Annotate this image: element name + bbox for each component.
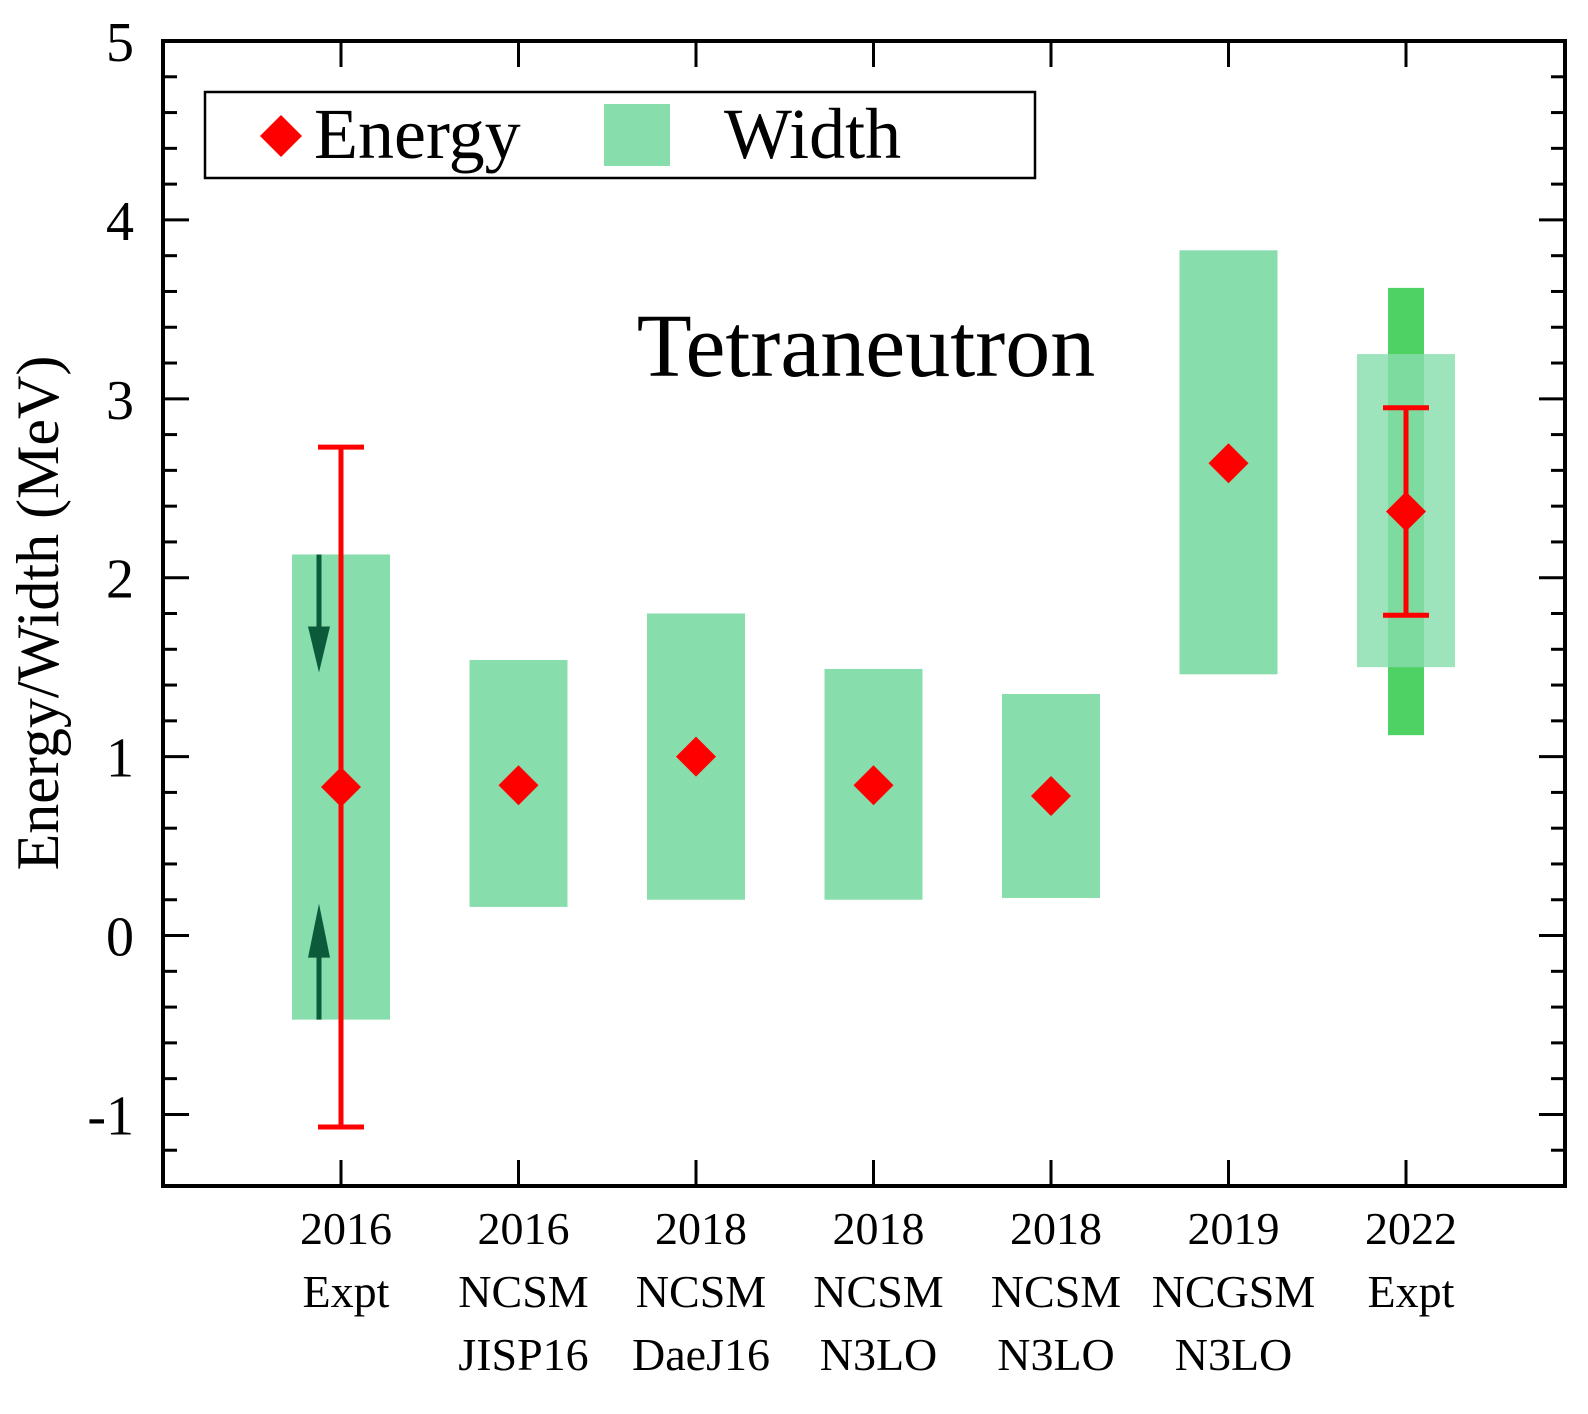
category-labels: 2016 Expt 2016 NCSM JISP16 2018 NCSM DaeJ16 2018…	[300, 1203, 1457, 1380]
category-label-4-line-1: NCSM	[991, 1266, 1121, 1317]
energy-marker-1	[498, 765, 539, 806]
y-tick-label-4: 3	[106, 370, 134, 432]
category-label-1-line-1: NCSM	[458, 1266, 588, 1317]
category-label-6-line-0: 2022	[1365, 1203, 1457, 1254]
category-label-1-line-0: 2016	[478, 1203, 570, 1254]
category-label-0-line-0: 2016	[300, 1203, 392, 1254]
y-axis-label: Energy/Width (MeV)	[5, 356, 71, 871]
chart-title: Tetraneutron	[637, 297, 1095, 396]
energy-marker-5	[1208, 443, 1249, 484]
category-label-6-line-1: Expt	[1368, 1266, 1455, 1317]
category-label-5-line-1: NCGSM	[1152, 1266, 1316, 1317]
y-tick-label-1: 0	[106, 907, 134, 969]
limit-arrows	[308, 554, 330, 1020]
category-label-2-line-1: NCSM	[636, 1266, 766, 1317]
y-tick-label-2: 1	[106, 728, 134, 790]
category-label-3-line-0: 2018	[833, 1203, 925, 1254]
category-label-4-line-0: 2018	[1010, 1203, 1102, 1254]
legend-width-label: Width	[724, 94, 901, 174]
category-label-5-line-2: N3LO	[1175, 1329, 1293, 1380]
category-label-3-line-1: NCSM	[813, 1266, 943, 1317]
legend-energy-marker	[260, 115, 302, 157]
y-tick-label-0: -1	[87, 1085, 134, 1147]
energy-marker-2	[676, 736, 716, 777]
energy-markers	[321, 443, 1426, 816]
y-tick-label-5: 4	[106, 191, 134, 253]
energy-marker-3	[853, 765, 894, 806]
energy-marker-6	[1386, 491, 1426, 532]
category-label-4-line-2: N3LO	[997, 1329, 1115, 1380]
y-tick-label-6: 5	[106, 12, 134, 74]
category-label-3-line-2: N3LO	[820, 1329, 938, 1380]
category-label-5-line-0: 2019	[1188, 1203, 1280, 1254]
energy-marker-4	[1031, 775, 1071, 816]
legend-width-swatch	[604, 104, 670, 166]
category-label-0-line-1: Expt	[303, 1266, 390, 1317]
limit-arrow-up-head	[308, 903, 330, 958]
category-label-2-line-2: DaeJ16	[632, 1329, 770, 1380]
y-tick-label-3: 2	[106, 549, 134, 611]
category-label-1-line-2: JISP16	[458, 1329, 588, 1380]
y-tick-labels: -1 0 1 2 3 4 5	[87, 12, 134, 1147]
category-label-2-line-0: 2018	[655, 1203, 747, 1254]
energy-marker-0	[321, 767, 361, 808]
limit-arrow-down-head	[308, 626, 330, 673]
legend: Energy Width	[203, 90, 1037, 180]
axis-ticks	[163, 39, 1565, 1188]
legend-energy-label: Energy	[314, 94, 521, 174]
